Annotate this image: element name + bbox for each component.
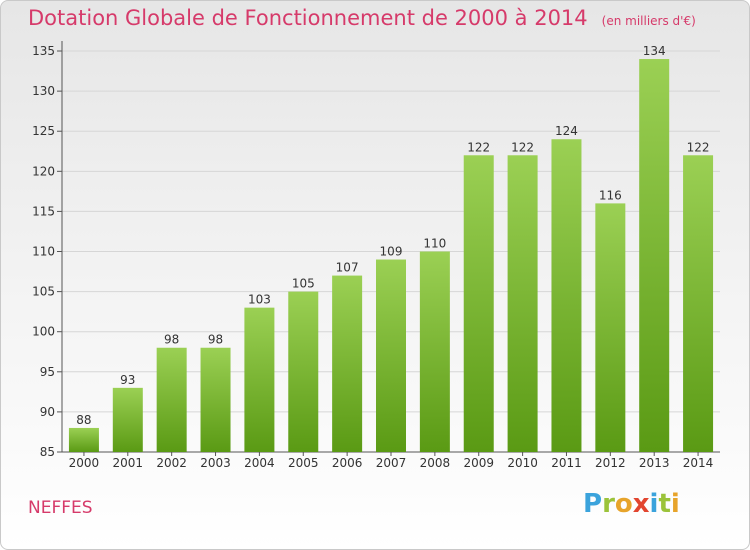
data-label: 122 <box>511 140 534 154</box>
chart-title-text: Dotation Globale de Fonctionnement de 20… <box>28 6 588 30</box>
x-tick-label: 2004 <box>244 456 275 470</box>
data-label: 122 <box>687 140 710 154</box>
bar <box>112 387 143 452</box>
unit-note: (en milliers d'€) <box>601 14 696 28</box>
bar <box>595 203 626 452</box>
bar <box>376 259 406 452</box>
bar <box>683 155 714 452</box>
y-tick-label: 95 <box>40 365 55 379</box>
x-tick-label: 2010 <box>507 456 538 470</box>
chart-title: Dotation Globale de Fonctionnement de 20… <box>28 6 696 30</box>
data-label: 98 <box>164 333 179 347</box>
bar <box>244 307 275 452</box>
data-label: 124 <box>555 124 578 138</box>
x-tick-label: 2014 <box>683 456 714 470</box>
data-label: 103 <box>248 293 271 307</box>
bar <box>463 155 494 452</box>
x-tick-label: 2001 <box>113 456 144 470</box>
y-tick-label: 110 <box>32 245 55 259</box>
bar <box>68 427 99 452</box>
data-label: 116 <box>599 188 622 202</box>
x-tick-label: 2013 <box>639 456 670 470</box>
bar <box>156 347 187 452</box>
x-tick-label: 2002 <box>156 456 187 470</box>
proxiti-logo: Proxiti <box>583 489 680 519</box>
bar <box>419 251 450 452</box>
bar <box>200 347 231 452</box>
y-tick-label: 85 <box>40 445 55 459</box>
x-tick-label: 2008 <box>420 456 451 470</box>
y-tick-label: 135 <box>32 44 55 58</box>
data-label: 98 <box>208 333 223 347</box>
data-label: 105 <box>292 277 315 291</box>
x-tick-label: 2011 <box>551 456 582 470</box>
commune-name: NEFFES <box>28 498 93 518</box>
y-tick-label: 120 <box>32 164 55 178</box>
x-tick-label: 2005 <box>288 456 319 470</box>
bar <box>507 155 538 452</box>
x-tick-label: 2007 <box>376 456 407 470</box>
bar <box>639 59 670 452</box>
x-tick-label: 2009 <box>463 456 494 470</box>
bar <box>288 291 319 452</box>
data-label: 93 <box>120 373 135 387</box>
data-label: 109 <box>380 245 403 259</box>
data-label: 122 <box>467 140 490 154</box>
y-tick-label: 115 <box>32 204 55 218</box>
logo-letter: r <box>602 489 615 519</box>
y-tick-label: 105 <box>32 285 55 299</box>
logo-letter: t <box>658 489 671 519</box>
data-label: 134 <box>643 44 666 58</box>
x-tick-label: 2003 <box>200 456 231 470</box>
logo-letter: i <box>649 489 659 519</box>
data-label: 110 <box>423 237 446 251</box>
bar <box>332 275 363 452</box>
data-label: 107 <box>336 261 359 275</box>
y-tick-label: 130 <box>32 84 55 98</box>
logo-letter: x <box>632 489 650 519</box>
y-tick-label: 125 <box>32 124 55 138</box>
x-tick-label: 2000 <box>69 456 100 470</box>
y-tick-label: 90 <box>40 405 55 419</box>
logo-letter: P <box>583 489 603 519</box>
y-tick-label: 100 <box>32 325 55 339</box>
logo-letter: o <box>614 489 633 519</box>
x-tick-label: 2006 <box>332 456 363 470</box>
logo-letter: i <box>670 489 680 519</box>
x-tick-label: 2012 <box>595 456 626 470</box>
bar <box>551 139 582 452</box>
data-label: 88 <box>76 413 91 427</box>
